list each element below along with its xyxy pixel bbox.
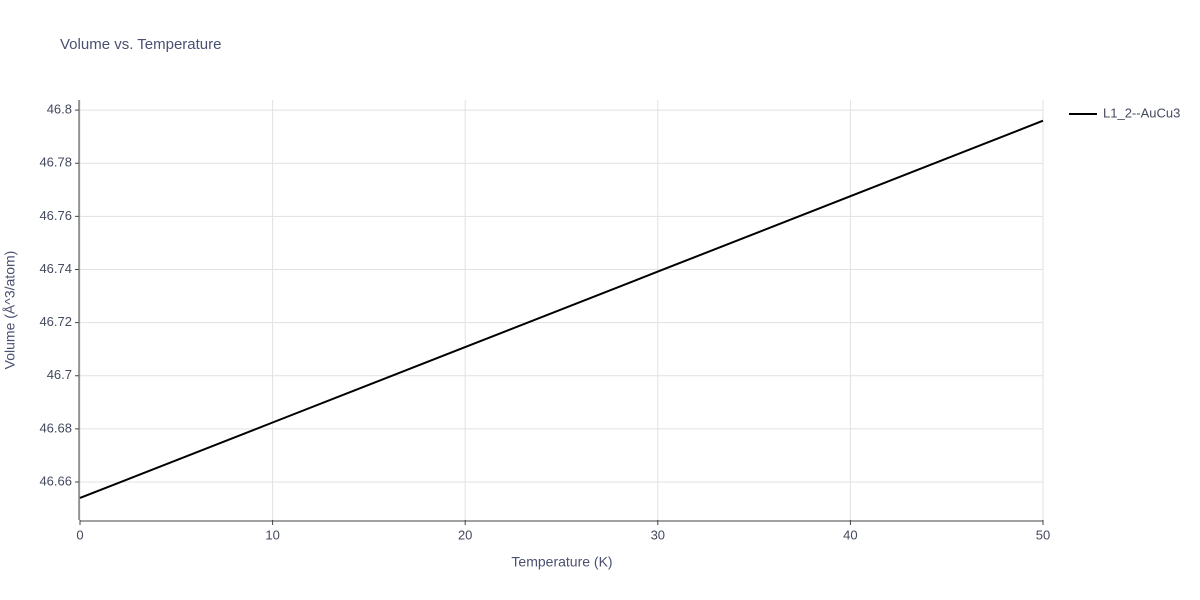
y-tick-label: 46.66 bbox=[39, 473, 72, 488]
x-tick-label: 20 bbox=[458, 527, 472, 542]
y-tick-label: 46.68 bbox=[39, 420, 72, 435]
y-tick-label: 46.72 bbox=[39, 314, 72, 329]
data-line bbox=[79, 119, 1044, 499]
x-tick-label: 40 bbox=[843, 527, 857, 542]
y-tick-label: 46.7 bbox=[47, 367, 72, 382]
y-tick-label: 46.76 bbox=[39, 208, 72, 223]
y-axis-title: Volume (Å^3/atom) bbox=[2, 251, 18, 370]
x-axis-title: Temperature (K) bbox=[511, 554, 612, 570]
y-tick-label: 46.78 bbox=[39, 155, 72, 170]
x-tick-label: 10 bbox=[265, 527, 279, 542]
chart-title: Volume vs. Temperature bbox=[60, 36, 221, 53]
y-tick-label: 46.8 bbox=[47, 102, 72, 117]
x-tick-label: 50 bbox=[1036, 527, 1050, 542]
x-tick-label: 0 bbox=[76, 527, 83, 542]
legend-label: L1_2--AuCu3 bbox=[1103, 105, 1180, 120]
y-tick-label: 46.74 bbox=[39, 261, 72, 276]
x-tick-label: 30 bbox=[651, 527, 665, 542]
